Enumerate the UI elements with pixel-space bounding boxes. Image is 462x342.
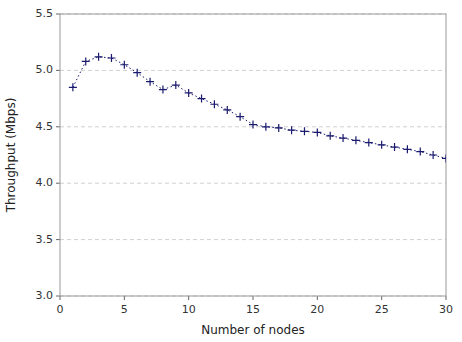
- x-tick: [381, 296, 382, 300]
- data-point: [288, 126, 296, 134]
- data-point: [378, 141, 386, 149]
- data-point: [223, 106, 231, 114]
- y-tick-label: 3.0: [36, 289, 54, 302]
- x-tick: [253, 296, 254, 300]
- y-tick: [56, 239, 60, 240]
- x-tick-label: 10: [182, 303, 196, 316]
- y-axis-label: Throughput (Mbps): [4, 98, 18, 214]
- y-tick: [56, 296, 60, 297]
- data-point: [365, 139, 373, 147]
- data-point: [210, 100, 218, 108]
- data-point: [313, 128, 321, 136]
- x-axis-label: Number of nodes: [201, 323, 305, 337]
- y-tick-label: 5.5: [36, 7, 54, 20]
- grid-line-y: [60, 239, 446, 240]
- y-tick: [56, 14, 60, 15]
- data-point: [391, 143, 399, 151]
- x-tick: [446, 296, 447, 300]
- y-tick-label: 4.0: [36, 176, 54, 189]
- plot-frame: [60, 14, 446, 296]
- y-tick-label: 5.0: [36, 63, 54, 76]
- x-tick-label: 5: [121, 303, 128, 316]
- x-tick: [317, 296, 318, 300]
- data-point: [300, 127, 308, 135]
- data-point: [146, 78, 154, 86]
- x-tick-label: 15: [246, 303, 260, 316]
- grid-line-y: [60, 70, 446, 71]
- x-tick: [60, 296, 61, 300]
- axes: 3.0 3.5 4.0 4.5 5.0 5.5 0 5 10 15 20 25 30 Number of …: [4, 7, 453, 337]
- data-point: [442, 154, 446, 162]
- x-tick-label: 20: [310, 303, 324, 316]
- chart-container: 3.0 3.5 4.0 4.5 5.0 5.5 0 5 10 15 20 25 30 Number of …: [0, 0, 462, 342]
- data-point: [159, 86, 167, 94]
- data-point: [236, 113, 244, 121]
- series: [69, 53, 446, 163]
- data-point: [107, 54, 115, 62]
- data-point: [82, 57, 90, 65]
- grid: [60, 14, 446, 296]
- y-tick: [56, 126, 60, 127]
- x-tick-label: 25: [375, 303, 389, 316]
- y-tick: [56, 183, 60, 184]
- data-point: [69, 83, 77, 91]
- data-point: [172, 81, 180, 89]
- y-tick-label: 4.5: [36, 120, 54, 133]
- x-tick-label: 0: [57, 303, 64, 316]
- x-tick: [188, 296, 189, 300]
- data-point: [133, 69, 141, 77]
- chart: 3.0 3.5 4.0 4.5 5.0 5.5 0 5 10 15 20 25 30 Number of …: [0, 0, 462, 342]
- data-point: [416, 148, 424, 156]
- y-tick-label: 3.5: [36, 233, 54, 246]
- data-point: [120, 61, 128, 69]
- y-tick: [56, 70, 60, 71]
- x-tick-label: 30: [439, 303, 453, 316]
- data-point: [339, 134, 347, 142]
- data-point: [262, 123, 270, 131]
- data-point: [198, 95, 206, 103]
- data-point: [326, 132, 334, 140]
- data-point: [185, 89, 193, 97]
- data-point: [275, 124, 283, 132]
- data-point: [95, 53, 103, 61]
- data-point: [352, 136, 360, 144]
- data-point: [403, 145, 411, 153]
- data-point: [249, 121, 257, 129]
- grid-line-y: [60, 183, 446, 184]
- data-line: [73, 57, 446, 159]
- data-point: [429, 151, 437, 159]
- x-tick: [124, 296, 125, 300]
